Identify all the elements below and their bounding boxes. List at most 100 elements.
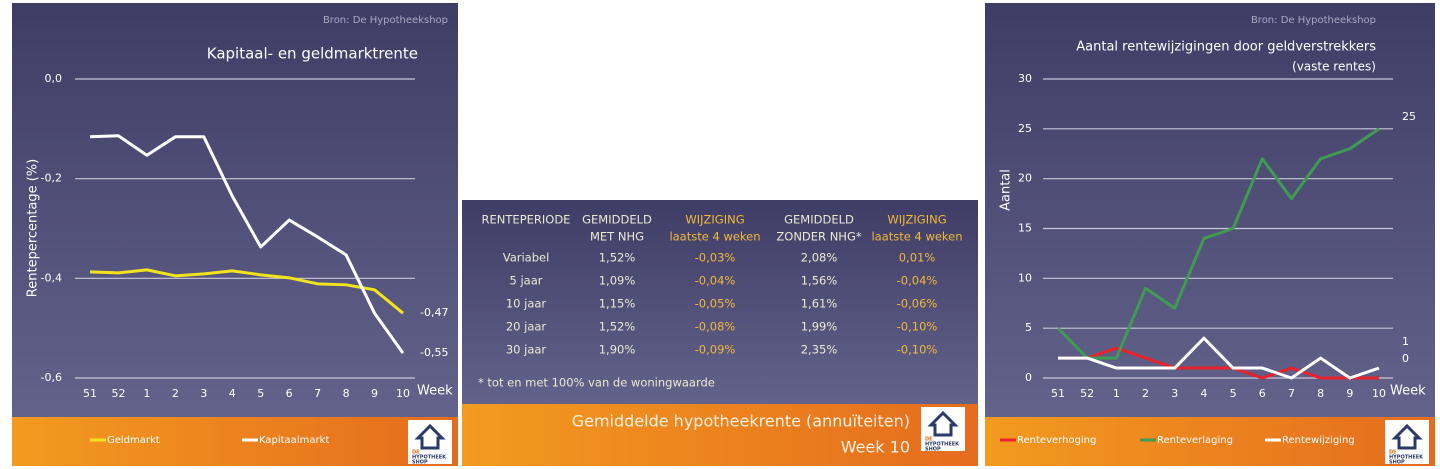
y-tick-label: 5	[1025, 321, 1032, 334]
y-axis-label: Aantal	[999, 169, 1014, 211]
table-cell: -0,03%	[695, 251, 736, 265]
value-label: -0,47	[420, 306, 448, 319]
x-tick-label: 5	[257, 387, 264, 400]
table-cell: 2,08%	[801, 251, 838, 265]
x-tick-label: 7	[314, 387, 321, 400]
table-cell: 1,52%	[599, 251, 636, 265]
table-header: laatste 4 weken	[669, 230, 760, 244]
legend-bar	[12, 417, 458, 466]
table-cell: Variabel	[503, 251, 550, 265]
table-cell: -0,10%	[897, 343, 938, 357]
logo-house	[1391, 423, 1423, 450]
logo-text: DE	[412, 450, 420, 456]
y-tick-label: 25	[1018, 122, 1032, 135]
series-line	[89, 134, 405, 354]
table-cell: 1,61%	[801, 297, 838, 311]
legend-label: Kapitaalmarkt	[259, 435, 329, 446]
logo-text: HYPOTHEEK	[412, 455, 447, 461]
x-tick-label: 9	[371, 387, 378, 400]
y-tick-label: 0	[1025, 371, 1032, 384]
x-tick-label: 5	[1230, 387, 1237, 400]
y-tick-label: -0,2	[41, 172, 62, 185]
legend-label: Renteverlaging	[1157, 435, 1233, 446]
table-footer	[462, 404, 978, 466]
x-tick-label: 3	[200, 387, 207, 400]
x-tick-label: 7	[1288, 387, 1295, 400]
chart-subtitle: (vaste rentes)	[1292, 60, 1376, 74]
y-tick-label: 0,0	[45, 72, 63, 85]
x-tick-label: 9	[1346, 387, 1353, 400]
value-label: 0	[1402, 352, 1409, 365]
logo-text: DE	[1389, 450, 1397, 456]
table-cell: 30 jaar	[506, 343, 547, 357]
x-tick-label: 52	[1080, 387, 1094, 400]
y-tick-label: 20	[1018, 172, 1032, 185]
x-tick-label: 10	[1372, 387, 1386, 400]
footnote: * tot en met 100% van de woningwaarde	[478, 376, 715, 390]
x-tick-label: 1	[1113, 387, 1120, 400]
chart-title: Aantal rentewijzigingen door geldverstre…	[1076, 40, 1376, 55]
x-axis-label: Week	[1390, 384, 1426, 399]
table-cell: -0,04%	[695, 274, 736, 288]
logo-text: HYPOTHEEK	[925, 442, 960, 448]
table-week: Week 10	[841, 438, 910, 457]
table-header: WIJZIGING	[887, 213, 946, 227]
logo-text: SHOP	[1389, 460, 1405, 466]
x-tick-label: 10	[396, 387, 410, 400]
table-cell: 5 jaar	[510, 274, 543, 288]
table-cell: 1,09%	[599, 274, 636, 288]
series-line	[1058, 336, 1380, 380]
logo-text: HYPOTHEEK	[1389, 455, 1424, 461]
y-tick-label: -0,6	[41, 371, 62, 384]
chart-title: Kapitaal- en geldmarktrente	[207, 45, 418, 63]
legend-label: Rentewijziging	[1282, 435, 1355, 446]
x-tick-label: 4	[229, 387, 236, 400]
x-tick-label: 8	[343, 387, 350, 400]
table-cell: 1,56%	[801, 274, 838, 288]
legend-label: Renteverhoging	[1017, 435, 1096, 446]
series-line	[1058, 346, 1379, 380]
table-cell: 2,35%	[801, 343, 838, 357]
x-tick-label: 52	[111, 387, 125, 400]
series-line	[89, 268, 404, 315]
table-cell: -0,06%	[897, 297, 938, 311]
legend-label: Geldmarkt	[107, 435, 160, 446]
x-tick-label: 8	[1317, 387, 1324, 400]
table-header: GEMIDDELD	[784, 213, 854, 227]
table-cell: 10 jaar	[506, 297, 547, 311]
table-header: MET NHG	[590, 230, 644, 244]
table-header: GEMIDDELD	[582, 213, 652, 227]
table-header: laatste 4 weken	[871, 230, 962, 244]
x-tick-label: 2	[172, 387, 179, 400]
y-tick-label: 15	[1018, 222, 1032, 235]
x-tick-label: 51	[1051, 387, 1065, 400]
source: Bron: De Hypotheekshop	[1251, 15, 1376, 26]
x-tick-label: 6	[1259, 387, 1266, 400]
panel-left	[12, 3, 458, 417]
source: Bron: De Hypotheekshop	[323, 15, 448, 26]
x-axis-label: Week	[417, 384, 453, 399]
logo-house	[927, 410, 959, 437]
x-tick-label: 3	[1171, 387, 1178, 400]
logo-text: SHOP	[412, 460, 428, 466]
value-label: 1	[1402, 335, 1409, 348]
table-title: Gemiddelde hypotheekrente (annuïteiten)	[572, 412, 910, 431]
x-tick-label: 4	[1200, 387, 1207, 400]
logo-house	[414, 423, 446, 450]
x-tick-label: 1	[143, 387, 150, 400]
panel-right	[985, 3, 1435, 417]
table-cell: -0,04%	[897, 274, 938, 288]
table-cell: 1,15%	[599, 297, 636, 311]
table-cell: -0,08%	[695, 320, 736, 334]
table-cell: -0,09%	[695, 343, 736, 357]
y-tick-label: 30	[1018, 72, 1032, 85]
table-cell: -0,10%	[897, 320, 938, 334]
y-tick-label: -0,4	[41, 271, 62, 284]
table-cell: 1,99%	[801, 320, 838, 334]
x-tick-label: 51	[83, 387, 97, 400]
legend-bar	[985, 417, 1435, 466]
value-label: -0,55	[420, 346, 448, 359]
table-cell: 0,01%	[899, 251, 936, 265]
table-header: RENTEPERIODE	[482, 213, 571, 227]
